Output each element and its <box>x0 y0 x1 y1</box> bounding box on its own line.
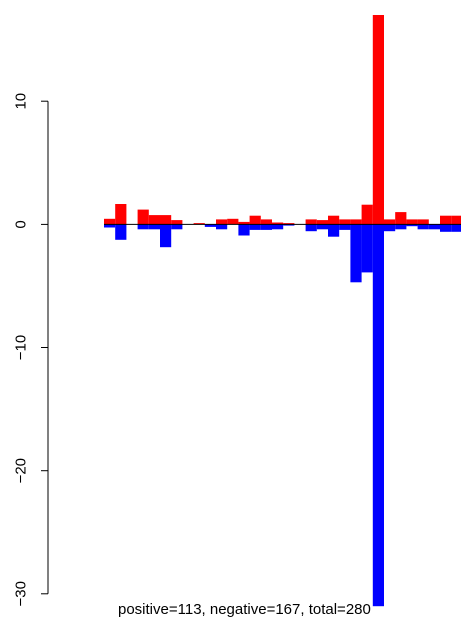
positive-bar-31 <box>451 215 461 225</box>
negative-bar-0 <box>104 224 116 228</box>
negative-bar-12 <box>238 224 250 236</box>
negative-bar-20 <box>328 224 340 237</box>
negative-bar-16 <box>283 224 295 226</box>
y-tick-label-0: 10 <box>12 93 29 110</box>
positive-bar-10 <box>216 219 228 225</box>
negative-bar-30 <box>440 224 452 232</box>
negative-bar-21 <box>339 224 351 230</box>
bars-group <box>104 15 461 607</box>
positive-bar-21 <box>339 219 351 225</box>
positive-bar-22 <box>350 219 362 225</box>
positive-bar-24 <box>372 15 384 225</box>
positive-bar-18 <box>305 219 317 225</box>
y-tick-label-2: −10 <box>12 335 29 360</box>
negative-bar-25 <box>384 224 396 232</box>
negative-bar-22 <box>350 224 362 283</box>
y-tick-label-1: 0 <box>12 220 29 228</box>
positive-bar-5 <box>160 215 172 225</box>
positive-bar-13 <box>249 215 261 225</box>
negative-bar-14 <box>260 224 272 230</box>
positive-bar-3 <box>137 209 149 225</box>
negative-bar-15 <box>272 224 284 230</box>
negative-bar-31 <box>451 224 461 232</box>
positive-bar-20 <box>328 215 340 225</box>
y-axis: 10 0 −10 −20 −30 <box>12 93 49 607</box>
negative-bar-6 <box>171 224 183 230</box>
negative-bar-4 <box>148 224 160 230</box>
positive-bar-25 <box>384 219 396 225</box>
negative-bar-19 <box>316 224 328 230</box>
negative-bar-13 <box>249 224 261 230</box>
count-annotation: positive=113, negative=167, total=280 <box>118 601 371 618</box>
positive-bar-6 <box>171 220 183 225</box>
negative-bar-24 <box>372 224 384 607</box>
positive-bar-26 <box>395 212 407 225</box>
y-tick-label-3: −20 <box>12 458 29 483</box>
negative-bar-29 <box>428 224 440 230</box>
negative-bar-10 <box>216 224 228 230</box>
negative-bar-1 <box>115 224 127 240</box>
positive-bar-14 <box>260 219 272 225</box>
negative-bar-3 <box>137 224 149 230</box>
negative-bar-26 <box>395 224 407 230</box>
positive-bar-27 <box>406 219 418 225</box>
negative-bar-23 <box>361 224 373 273</box>
negative-bar-27 <box>406 224 418 227</box>
positive-bar-15 <box>272 222 284 225</box>
y-tick-label-4: −30 <box>12 581 29 606</box>
positive-bar-28 <box>417 219 429 225</box>
positive-bar-11 <box>227 218 239 225</box>
positive-bar-0 <box>104 218 116 225</box>
positive-bar-4 <box>148 215 160 225</box>
negative-bar-9 <box>204 224 216 227</box>
positive-bar-8 <box>193 223 205 225</box>
positive-bar-30 <box>440 215 452 225</box>
positive-bar-19 <box>316 220 328 225</box>
negative-bar-5 <box>160 224 172 248</box>
negative-bar-18 <box>305 224 317 232</box>
negative-bar-28 <box>417 224 429 230</box>
positive-bar-12 <box>238 221 250 225</box>
positive-bar-16 <box>283 223 295 225</box>
positive-bar-23 <box>361 204 373 225</box>
positive-bar-1 <box>115 204 127 225</box>
